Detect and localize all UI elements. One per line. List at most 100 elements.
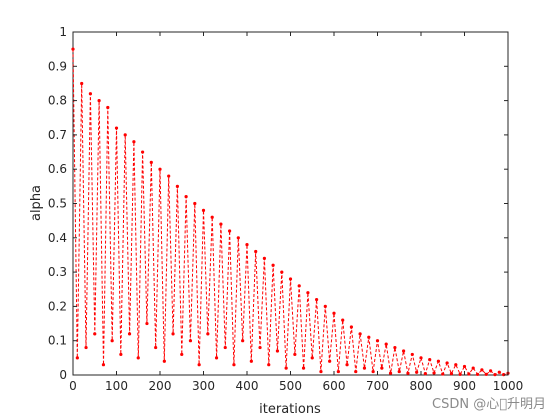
watermark: CSDN @心 升明月 <box>432 397 546 412</box>
x-tick-label: 0 <box>69 379 77 393</box>
y-tick-label: 0.5 <box>48 197 67 211</box>
data-point <box>301 366 306 370</box>
data-point <box>297 284 301 288</box>
data-point <box>436 359 440 363</box>
data-point <box>280 270 284 274</box>
data-point <box>210 215 214 219</box>
data-point <box>328 359 332 363</box>
data-point <box>184 195 188 199</box>
data-point <box>162 359 166 363</box>
data-point <box>271 263 275 267</box>
data-point <box>288 277 293 281</box>
data-point <box>489 369 493 373</box>
data-point <box>101 363 106 367</box>
data-point <box>84 345 88 350</box>
y-axis-label: alpha <box>29 185 44 221</box>
data-point <box>228 229 232 233</box>
data-point <box>141 150 145 154</box>
y-tick-label: 0.9 <box>48 59 67 73</box>
series-layer <box>71 47 510 377</box>
data-point <box>332 311 336 315</box>
data-point <box>454 363 458 367</box>
data-point <box>388 371 393 375</box>
data-point <box>349 325 353 329</box>
data-point <box>114 126 119 130</box>
data-point <box>223 345 227 350</box>
data-point <box>167 174 171 178</box>
x-tick-label: 400 <box>236 379 259 393</box>
data-point <box>497 370 501 374</box>
data-point <box>201 208 206 212</box>
data-point <box>493 373 497 377</box>
y-tick-label: 0 <box>59 368 67 382</box>
data-point <box>402 349 406 353</box>
data-point <box>345 363 349 367</box>
data-point <box>358 332 362 336</box>
x-tick-label: 500 <box>279 379 302 393</box>
data-point <box>123 133 127 137</box>
data-point <box>127 332 132 336</box>
y-tick-label: 0.4 <box>48 231 67 245</box>
x-tick-label: 700 <box>366 379 389 393</box>
data-point <box>136 356 140 360</box>
y-tick-label: 1 <box>59 25 67 39</box>
plot-area <box>72 31 509 376</box>
data-point <box>367 335 371 339</box>
data-point <box>241 339 245 343</box>
ticks-layer: 0 100 200 300 400 500 600 700 800 900 1000 0 0.1 0.2 0… <box>48 25 523 393</box>
data-point <box>445 361 449 365</box>
data-point <box>106 105 110 110</box>
data-point <box>145 321 149 326</box>
data-point <box>154 345 158 350</box>
data-point <box>249 359 253 363</box>
data-point <box>315 297 319 302</box>
data-point <box>319 369 323 374</box>
data-point <box>393 345 397 350</box>
data-point <box>119 352 123 357</box>
data-point <box>441 372 445 376</box>
data-point <box>293 352 297 357</box>
data-point <box>375 339 380 343</box>
data-point <box>193 201 197 206</box>
data-point <box>284 366 288 370</box>
x-tick-label: 600 <box>323 379 346 393</box>
data-point <box>362 366 367 370</box>
data-point <box>380 366 384 370</box>
data-point <box>406 371 410 375</box>
x-tick-label: 900 <box>453 379 476 393</box>
x-tick-label: 800 <box>410 379 433 393</box>
data-point <box>275 349 280 353</box>
data-point <box>397 369 401 374</box>
data-point <box>171 332 175 336</box>
data-point <box>480 368 484 372</box>
data-point <box>110 339 114 343</box>
data-point <box>158 167 162 171</box>
data-point <box>462 364 467 369</box>
data-point <box>75 356 79 360</box>
y-tick-label: 0.2 <box>48 299 67 313</box>
data-point <box>197 363 201 367</box>
x-tick-label: 200 <box>149 379 172 393</box>
data-point <box>180 352 184 357</box>
x-axis-label: iterations <box>259 402 321 417</box>
data-point <box>188 339 193 343</box>
data-point <box>93 332 97 336</box>
y-tick-label: 0.1 <box>48 334 67 348</box>
data-point <box>449 372 454 376</box>
data-point <box>428 357 432 362</box>
data-point <box>415 370 419 374</box>
data-point <box>219 222 223 226</box>
data-point <box>149 160 153 164</box>
data-point <box>245 243 249 247</box>
data-point <box>384 342 388 346</box>
data-point <box>71 47 75 51</box>
data-point <box>306 291 310 295</box>
data-point <box>423 372 427 376</box>
data-point <box>214 356 219 360</box>
y-tick-label: 0.6 <box>48 162 67 176</box>
x-tick-label: 300 <box>192 379 215 393</box>
data-point <box>336 369 340 374</box>
data-point <box>97 99 101 103</box>
data-point <box>80 81 84 86</box>
